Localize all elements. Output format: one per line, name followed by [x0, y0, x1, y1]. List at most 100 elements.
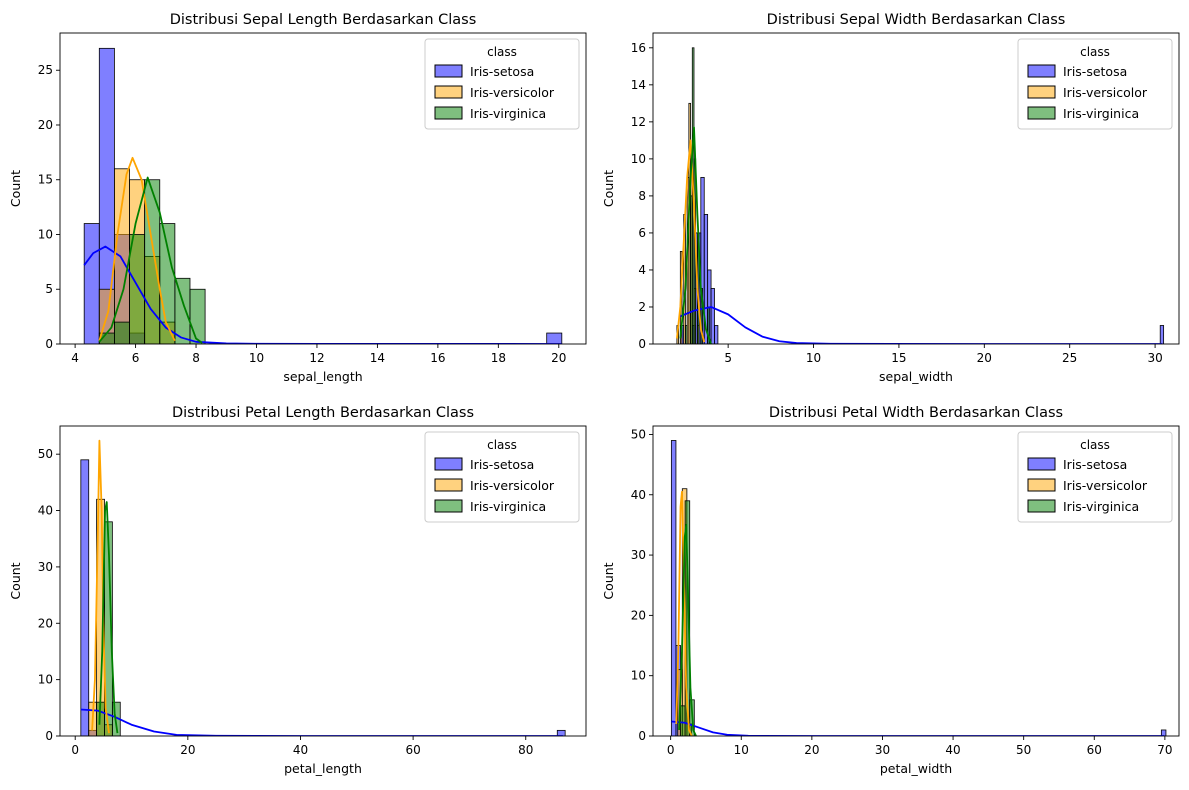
kde-line-iris-setosa [671, 720, 1165, 736]
y-tick-label: 4 [638, 263, 646, 277]
bar-iris-setosa [710, 288, 715, 344]
kde-line-iris-virginica [98, 176, 203, 344]
y-tick-label: 0 [638, 337, 646, 351]
kde-line-iris-virginica [678, 524, 697, 736]
legend-swatch-iris-versicolor [434, 478, 463, 492]
y-tick-label: 20 [38, 118, 53, 132]
legend-box [1017, 431, 1173, 523]
y-tick-label: 0 [638, 729, 646, 743]
x-tick-label: 14 [370, 351, 385, 365]
legend-swatch-iris-versicolor [434, 85, 463, 99]
x-tick-label: 80 [518, 743, 533, 757]
legend-label-iris-setosa: Iris-setosa [470, 457, 534, 472]
bar-iris-virginica [685, 325, 688, 344]
y-tick-label: 20 [38, 616, 53, 630]
x-tick-label: 10 [734, 743, 749, 757]
x-tick-label: 20 [551, 351, 566, 365]
y-tick-label: 20 [631, 608, 646, 622]
legend-label-iris-versicolor: Iris-versicolor [470, 478, 555, 493]
x-tick-label: 18 [491, 351, 506, 365]
legend-box [424, 431, 580, 523]
legend-label-iris-versicolor: Iris-versicolor [1063, 478, 1148, 493]
chart-panel-3: 0 20 40 60 80 0 10 20 30 40 50 Distribusi Petal Len… [8, 405, 587, 776]
kde-line-iris-virginica [679, 126, 712, 344]
x-tick-label: 5 [724, 351, 732, 365]
y-axis-label: Count [601, 562, 616, 599]
x-tick-label: 25 [1062, 351, 1077, 365]
x-tick-label: 30 [875, 743, 890, 757]
y-tick-label: 30 [38, 560, 53, 574]
x-tick-label: 10 [806, 351, 821, 365]
kde-line-iris-versicolor [98, 156, 176, 342]
x-tick-label: 40 [945, 743, 960, 757]
x-tick-label: 6 [132, 351, 140, 365]
legend-swatch-iris-virginica [434, 106, 463, 120]
x-tick-label: 60 [405, 743, 420, 757]
bar-iris-setosa [714, 325, 719, 344]
bar-iris-setosa [80, 459, 90, 736]
x-tick-label: 0 [71, 743, 79, 757]
legend-swatch-iris-versicolor [1027, 478, 1056, 492]
y-tick-label: 6 [638, 226, 646, 240]
bar-iris-virginica [129, 234, 146, 344]
kde-line-iris-setosa [679, 306, 1162, 344]
legend-label-iris-versicolor: Iris-versicolor [470, 85, 555, 100]
axes-frame [652, 32, 1180, 345]
legend-swatch-iris-versicolor [1027, 85, 1056, 99]
x-axis-label: sepal_width [879, 369, 953, 384]
chart-title: Distribusi Petal Width Berdasarkan Class [769, 405, 1063, 421]
axes-frame [59, 425, 587, 737]
y-tick-label: 10 [631, 152, 646, 166]
legend-label-iris-virginica: Iris-virginica [470, 106, 546, 121]
chart-panel-1: 4 6 8 10 12 14 16 18 20 0 5 10 15 20 25 Distribusi Sepa… [8, 12, 587, 384]
x-tick-label: 12 [309, 351, 324, 365]
x-tick-label: 50 [1016, 743, 1031, 757]
legend-label-iris-virginica: Iris-virginica [1063, 499, 1139, 514]
legend-label-iris-virginica: Iris-virginica [470, 499, 546, 514]
y-tick-label: 14 [631, 78, 646, 92]
legend-label-iris-setosa: Iris-setosa [1063, 64, 1127, 79]
y-tick-label: 2 [638, 300, 646, 314]
chart-title: Distribusi Sepal Width Berdasarkan Class [767, 12, 1066, 28]
y-tick-label: 10 [38, 673, 53, 687]
y-tick-label: 30 [631, 548, 646, 562]
x-tick-label: 20 [977, 351, 992, 365]
x-tick-label: 30 [1147, 351, 1162, 365]
axes-frame [59, 32, 587, 345]
legend-swatch-iris-setosa [434, 457, 463, 471]
legend-label-iris-versicolor: Iris-versicolor [1063, 85, 1148, 100]
plot-area [676, 47, 1165, 344]
x-tick-label: 40 [293, 743, 308, 757]
legend: class Iris-setosa Iris-versicolor Iris-virg… [424, 431, 580, 523]
chart-title: Distribusi Sepal Length Berdasarkan Clas… [170, 12, 477, 28]
y-tick-label: 12 [631, 115, 646, 129]
kde-line-iris-virginica [98, 501, 119, 734]
x-axis-label: petal_width [880, 761, 952, 776]
y-tick-label: 5 [45, 282, 53, 296]
kde-line-iris-versicolor [91, 439, 110, 734]
x-tick-label: 0 [667, 743, 675, 757]
x-tick-label: 4 [71, 351, 79, 365]
x-tick-label: 8 [192, 351, 200, 365]
kde-line-iris-versicolor [676, 139, 706, 343]
legend-swatch-iris-virginica [1027, 106, 1056, 120]
legend-swatch-iris-setosa [1027, 457, 1056, 471]
bar-iris-setosa [670, 440, 677, 736]
y-tick-label: 0 [45, 729, 53, 743]
bar-iris-setosa [556, 729, 566, 736]
legend-swatch-iris-setosa [434, 64, 463, 78]
axes-frame [652, 425, 1180, 737]
bar-iris-setosa [1159, 325, 1165, 344]
x-tick-label: 60 [1087, 743, 1102, 757]
x-tick-label: 15 [891, 351, 906, 365]
y-axis-label: Count [8, 170, 23, 207]
chart-panel-2: 5 10 15 20 25 30 0 2 4 6 8 10 12 14 16 Distribusi Sepal… [601, 12, 1180, 384]
legend-swatch-iris-virginica [434, 499, 463, 513]
legend-swatch-iris-virginica [1027, 499, 1056, 513]
y-tick-label: 16 [631, 41, 646, 55]
x-tick-label: 16 [430, 351, 445, 365]
y-tick-label: 8 [638, 189, 646, 203]
y-tick-label: 10 [38, 227, 53, 241]
y-tick-label: 50 [631, 427, 646, 441]
